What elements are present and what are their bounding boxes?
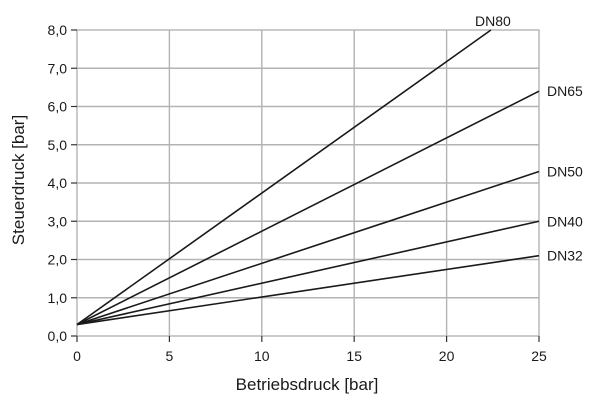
y-tick-label: 0,0 [48, 328, 68, 344]
ticks: 0 5 10 15 20 25 0,0 1,0 2,0 3,0 4,0 5,0 6,0 7,0 8,0 [48, 22, 547, 364]
y-tick-label: 6,0 [48, 99, 68, 115]
series-label-dn40: DN40 [547, 213, 583, 229]
y-tick-label: 3,0 [48, 213, 68, 229]
series-label-dn32: DN32 [547, 248, 583, 264]
series-line-dn40 [76, 220, 540, 326]
series-line-dn50 [76, 170, 540, 326]
x-tick-label: 20 [439, 348, 455, 364]
x-axis-label: Betriebsdruck [bar] [236, 375, 379, 394]
series-label-dn80: DN80 [475, 13, 511, 29]
x-tick-label: 15 [346, 348, 362, 364]
y-tick-label: 5,0 [48, 137, 68, 153]
series-line-dn80 [76, 29, 492, 326]
series-label-dn65: DN65 [547, 83, 583, 99]
y-tick-label: 1,0 [48, 290, 68, 306]
series-label-dn50: DN50 [547, 164, 583, 180]
y-tick-label: 8,0 [48, 22, 68, 38]
x-tick-label: 25 [531, 348, 547, 364]
x-tick-label: 10 [254, 348, 270, 364]
series-lines [76, 29, 540, 326]
series-line-dn32 [76, 254, 540, 326]
series-labels: DN80 DN65 DN50 DN40 DN32 [475, 13, 583, 264]
x-tick-label: 0 [73, 348, 81, 364]
y-tick-label: 2,0 [48, 252, 68, 268]
series-line-dn65 [76, 90, 540, 326]
x-tick-label: 5 [166, 348, 174, 364]
y-tick-label: 7,0 [48, 60, 68, 76]
y-tick-label: 4,0 [48, 175, 68, 191]
y-axis-label: Steuerdruck [bar] [9, 115, 28, 245]
grid [77, 30, 539, 336]
